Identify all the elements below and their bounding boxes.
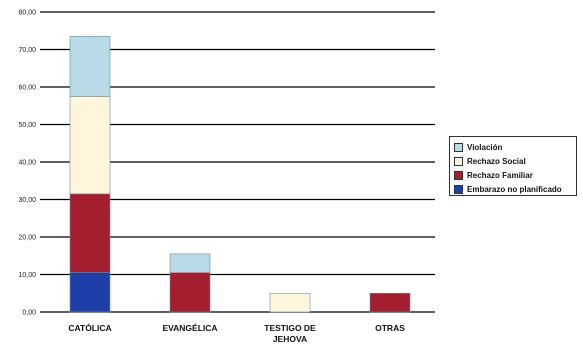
y-tick-label: 60,00: [18, 85, 36, 92]
y-tick-label: 30,00: [18, 197, 36, 204]
x-category-label: EVANGÉLICA: [162, 323, 217, 333]
y-tick-label: 0,00: [22, 310, 36, 317]
legend-item: Rechazo Social: [454, 154, 572, 168]
bar-segment: [269, 292, 311, 313]
bar-segment: [169, 272, 211, 313]
bar-segment: [69, 193, 111, 273]
bars: [69, 36, 411, 313]
x-category-label: TESTIGO DE: [264, 323, 316, 333]
y-tick-label: 80,00: [18, 10, 36, 17]
bar-segment: [369, 292, 411, 313]
x-category-label: OTRAS: [375, 323, 405, 333]
x-category-label: CATÓLICA: [68, 322, 111, 333]
y-tick-label: 10,00: [18, 272, 36, 279]
legend: Violación Rechazo Social Rechazo Familiar E…: [449, 136, 577, 196]
legend-swatch: [454, 170, 463, 180]
bar-segment: [69, 96, 111, 195]
legend-label: Violación: [467, 142, 503, 152]
legend-swatch: [454, 156, 463, 166]
x-category-label: JEHOVA: [273, 334, 307, 344]
legend-label: Rechazo Social: [467, 156, 526, 166]
legend-label: Rechazo Familiar: [467, 170, 533, 180]
legend-item: Violación: [454, 140, 572, 154]
y-tick-label: 20,00: [18, 235, 36, 242]
legend-item: Embarazo no planificado: [454, 182, 572, 196]
legend-swatch: [454, 142, 463, 152]
legend-label: Embarazo no planificado: [467, 184, 562, 194]
bar-segment: [69, 36, 111, 97]
bar-segment: [69, 272, 111, 313]
bar-segment: [169, 253, 211, 273]
y-tick-label: 70,00: [18, 47, 36, 54]
legend-swatch: [454, 184, 463, 194]
legend-item: Rechazo Familiar: [454, 168, 572, 182]
y-tick-label: 50,00: [18, 122, 36, 129]
y-tick-label: 40,00: [18, 160, 36, 167]
y-axis-ticks: 0,00 10,00 20,00 30,00 40,00 50,00 60,00 70,00 8…: [18, 10, 36, 317]
